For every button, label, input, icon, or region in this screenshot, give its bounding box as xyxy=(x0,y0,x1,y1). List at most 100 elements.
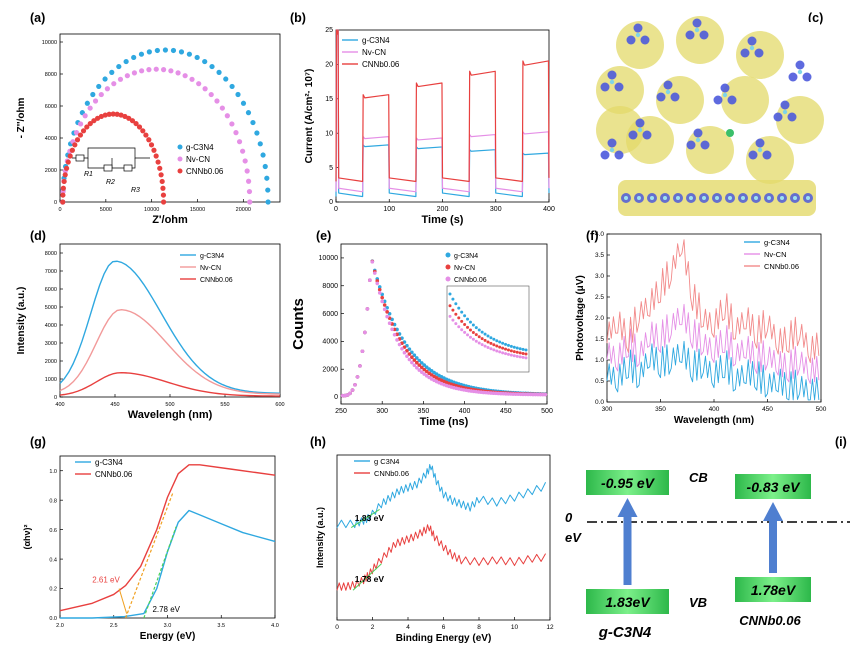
zoom-inset xyxy=(446,285,530,373)
legend-entry: CNNb0.06 xyxy=(95,470,133,479)
cb-level-box xyxy=(735,474,811,499)
y-tick-label: 1.5 xyxy=(595,336,604,343)
data-point xyxy=(109,69,115,75)
decay-point xyxy=(355,375,360,379)
data-point xyxy=(84,100,90,106)
data-point xyxy=(264,175,270,181)
charge-density-cloud xyxy=(596,106,644,154)
panel-i: (i) 0 eV CB VB -0.95 eV 1.83eV g-C3N4 -0.83 eV 1.… xyxy=(565,435,850,641)
resistor xyxy=(75,154,85,162)
y-tick-label: 0 xyxy=(54,395,57,401)
legend-entry: g-C3N4 xyxy=(454,253,478,260)
tauc-curve xyxy=(60,509,276,619)
inset-point xyxy=(515,354,519,358)
atom-cluster xyxy=(600,150,610,160)
x-tick-label: 0 xyxy=(58,207,61,213)
legend-entry: CNNb0.06 xyxy=(454,277,487,284)
decay-point xyxy=(427,367,431,371)
data-point xyxy=(131,70,138,76)
y-tick-label: 1.0 xyxy=(595,357,604,364)
inset-point xyxy=(457,316,461,320)
x-axis-label: Wavelength (nm) xyxy=(674,415,754,426)
circuit-wire xyxy=(87,158,136,169)
zero-label: 0 xyxy=(565,510,573,525)
inset-point xyxy=(501,351,505,355)
data-point xyxy=(260,152,266,158)
atom-cluster xyxy=(780,100,790,110)
atom xyxy=(689,196,693,200)
data-point xyxy=(159,178,165,185)
inset-point xyxy=(501,341,505,345)
y-tick-label: 0.0 xyxy=(595,399,604,406)
legend-entry: g-C3N4 xyxy=(186,143,214,152)
data-point xyxy=(146,49,152,55)
data-point xyxy=(102,76,108,82)
decay-point xyxy=(422,367,427,372)
x-tick-label: 2.0 xyxy=(56,623,64,629)
atom xyxy=(780,196,784,200)
tangent-line xyxy=(352,563,382,591)
vb-energy-value: 1.83eV xyxy=(605,594,651,610)
inset-point xyxy=(492,337,496,341)
atom xyxy=(728,196,732,200)
data-point xyxy=(244,168,250,174)
excitation-arrow-head xyxy=(763,502,783,521)
y-tick-label: 25 xyxy=(325,27,333,34)
inset-point xyxy=(471,323,475,327)
data-point xyxy=(160,192,167,198)
inset-point xyxy=(512,354,516,358)
decay-point xyxy=(392,333,397,337)
x-tick-label: 500 xyxy=(541,408,553,415)
x-axis-label: Energy (eV) xyxy=(140,631,196,642)
inset-point xyxy=(495,344,499,348)
decay-point xyxy=(424,365,429,369)
data-point xyxy=(170,47,177,54)
inset-point xyxy=(486,340,490,344)
decay-point xyxy=(412,363,417,368)
y-tick-label: 8000 xyxy=(45,251,57,257)
inset-point xyxy=(501,346,505,350)
inset-point xyxy=(463,314,467,318)
decay-point xyxy=(353,383,357,387)
x-tick-label: 3.0 xyxy=(164,623,172,629)
inset-point xyxy=(504,352,508,356)
legend-entry: g C3N4 xyxy=(374,457,399,466)
data-point xyxy=(87,120,93,127)
x-tick-label: 2.5 xyxy=(110,623,118,629)
atom xyxy=(722,92,728,98)
data-point xyxy=(106,111,112,117)
data-point xyxy=(214,98,220,104)
decay-point xyxy=(358,364,362,368)
inset-point xyxy=(504,347,508,351)
data-point xyxy=(186,51,192,57)
data-point xyxy=(143,132,149,138)
y-tick-label: 0 xyxy=(54,200,57,206)
atom-cluster xyxy=(720,83,730,93)
atom-cluster xyxy=(670,92,680,102)
decay-point xyxy=(419,365,424,370)
data-point xyxy=(60,192,66,198)
legend-entry: g-C3N4 xyxy=(764,238,790,247)
inset-point xyxy=(521,351,525,355)
atom-cluster xyxy=(614,150,624,160)
atom-cluster xyxy=(692,18,702,28)
inset-point xyxy=(448,292,452,296)
data-point xyxy=(133,120,139,127)
decay-point xyxy=(377,287,382,292)
cb-label: CB xyxy=(689,470,708,485)
photocurrent-line xyxy=(335,29,550,193)
circuit-label: R1 xyxy=(84,171,93,178)
inset-point xyxy=(498,340,502,344)
panel-a: 0 5000 10000 15000 20000 0 2000 4000 6000 8000 100… xyxy=(16,11,281,226)
atom xyxy=(624,196,628,200)
decay-point xyxy=(400,346,404,351)
y-tick-label: 8000 xyxy=(322,283,338,290)
y-tick-label: 2.5 xyxy=(595,294,604,301)
decay-point xyxy=(372,271,377,275)
data-point xyxy=(69,147,75,153)
decay-point xyxy=(415,356,419,360)
data-point xyxy=(92,98,99,104)
data-point xyxy=(245,110,252,116)
data-point xyxy=(240,148,246,154)
data-point xyxy=(208,91,214,98)
